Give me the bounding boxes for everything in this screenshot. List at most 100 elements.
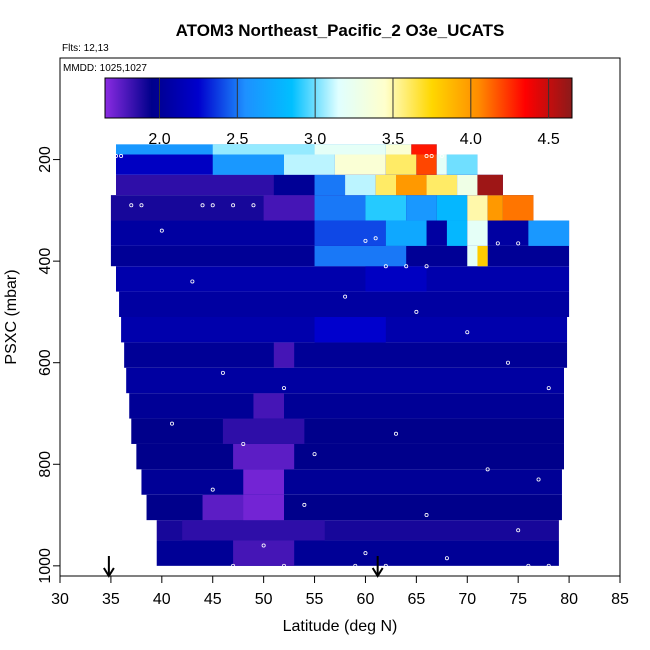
heatmap-cell (375, 174, 396, 196)
sample-point (373, 236, 378, 241)
y-tick-label: 800 (37, 451, 54, 478)
heatmap-cell (406, 195, 437, 221)
sample-point (281, 386, 286, 391)
sample-point (495, 241, 500, 246)
colorbar-ticks: 2.0 2.5 3.0 3.5 4.0 4.5 (148, 78, 560, 148)
sample-point (114, 154, 119, 159)
heatmap-cell (436, 195, 468, 221)
heatmap-cell (467, 220, 488, 246)
sample-point (383, 563, 388, 568)
heatmap-cell (243, 469, 284, 495)
heatmap-cell (416, 154, 437, 175)
heatmap-cell (528, 220, 570, 246)
heatmap-cell (345, 174, 376, 196)
sample-point (210, 203, 215, 208)
heatmap-cell (314, 144, 386, 155)
sample-point (343, 294, 348, 299)
sample-point (485, 467, 490, 472)
heatmap-cell (385, 220, 427, 246)
heatmap-cell (502, 195, 534, 221)
sample-point (190, 279, 195, 284)
sample-point (444, 556, 449, 561)
heatmap-cell (212, 144, 315, 155)
sample-point (251, 203, 256, 208)
y-axis: 200 400 600 800 1000 (37, 146, 60, 584)
chart-title: ATOM3 Northeast_Pacific_2 O3e_UCATS (176, 21, 505, 40)
x-tick-label: 65 (407, 591, 425, 608)
sample-point (465, 330, 470, 335)
y-tick-label: 600 (37, 349, 54, 376)
sample-point (231, 203, 236, 208)
y-tick-label: 400 (37, 248, 54, 275)
sample-points (114, 154, 551, 568)
x-tick-label: 70 (458, 591, 476, 608)
subtitle-flights: Flts: 12,13 (62, 43, 109, 54)
sample-point (393, 431, 398, 436)
x-tick-label: 60 (357, 591, 375, 608)
colorbar-tick-label: 4.5 (538, 131, 560, 148)
heatmap-cell (385, 144, 412, 155)
flight-arrow-head (371, 567, 384, 578)
heatmap-cell (222, 418, 305, 444)
heatmap-band (124, 342, 568, 368)
heatmap-cell (314, 195, 366, 221)
colorbar-tick-label: 2.0 (148, 131, 170, 148)
x-tick-label: 80 (560, 591, 578, 608)
sample-point (516, 241, 521, 246)
sample-point (281, 563, 286, 568)
heatmap-cell (314, 174, 346, 196)
heatmap-cell (477, 245, 488, 267)
heatmap-band (136, 443, 564, 470)
colorbar-tick-label: 4.0 (460, 131, 482, 148)
heatmap-cell (411, 144, 437, 155)
sample-point (129, 203, 134, 208)
heatmap-cell (243, 494, 284, 521)
sample-point (302, 502, 307, 507)
heatmap-cell (314, 317, 386, 343)
heatmap-cell (233, 443, 295, 470)
sample-point (414, 309, 419, 314)
sample-point (429, 154, 434, 159)
sample-point (439, 154, 444, 159)
heatmap-cell (446, 154, 478, 175)
sample-point (241, 441, 246, 446)
sample-point (312, 452, 317, 457)
colorbar-tick-label: 2.5 (226, 131, 248, 148)
heatmap-cell (253, 393, 284, 419)
sample-point (119, 154, 124, 159)
sample-point (383, 264, 388, 269)
heatmap-cell (365, 195, 407, 221)
heatmap-band (129, 393, 564, 419)
heatmap-cell (314, 245, 407, 267)
heatmap-cell (365, 266, 427, 292)
sample-point (546, 563, 551, 568)
x-tick-label: 35 (102, 591, 120, 608)
heatmap-cell (457, 174, 478, 196)
heatmap-cell (314, 220, 386, 246)
heatmap-cell (263, 195, 315, 221)
heatmap-cell (284, 154, 335, 175)
flight-arrows (103, 556, 384, 578)
x-tick-label: 30 (51, 591, 69, 608)
heatmap-band (156, 540, 559, 566)
sample-point (546, 386, 551, 391)
x-tick-label: 85 (611, 591, 629, 608)
colorbar-tick-label: 3.0 (304, 131, 326, 148)
sample-point (200, 203, 205, 208)
colorbar (104, 77, 573, 119)
x-tick-label: 45 (204, 591, 222, 608)
sample-point (536, 477, 541, 482)
sample-point (505, 360, 510, 365)
sample-point (424, 264, 429, 269)
heatmap-cell (182, 520, 325, 541)
heatmap-cell (212, 154, 284, 175)
heatmap-cell (467, 195, 488, 221)
sample-point (261, 543, 266, 548)
sample-point (139, 203, 144, 208)
sample-point (231, 563, 236, 568)
sample-point (363, 238, 368, 243)
plot-frame (59, 57, 621, 577)
heatmap-cell (396, 174, 427, 196)
heatmap-cell (233, 540, 295, 566)
